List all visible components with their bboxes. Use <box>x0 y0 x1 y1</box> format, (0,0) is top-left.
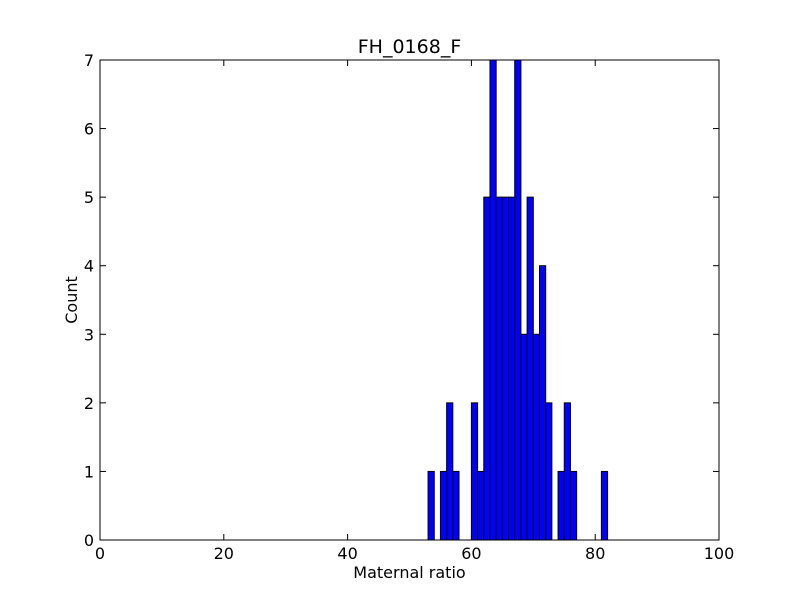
x-tick-label-5: 100 <box>704 544 735 563</box>
y-tick-label-2: 2 <box>84 394 94 413</box>
tick-labels-group: 0 20 40 60 80 100 0 1 2 3 4 5 6 7 <box>84 51 734 563</box>
histogram-bar-8 <box>495 196 503 541</box>
histogram-bar-9 <box>501 196 510 541</box>
x-tick-label-0: 0 <box>95 544 105 563</box>
y-tick-label-5: 5 <box>84 188 94 207</box>
y-tick-label-7: 7 <box>84 51 94 70</box>
histogram-bar-11 <box>514 59 522 541</box>
y-axis-label: Count <box>62 276 81 324</box>
histogram-bar-1 <box>439 470 448 541</box>
histogram-bar-6 <box>483 196 491 541</box>
histogram-bar-20 <box>600 470 609 541</box>
histogram-bar-16 <box>545 402 553 541</box>
histogram-bar-19 <box>569 470 578 541</box>
histogram-bar-18 <box>563 402 571 541</box>
histogram-bar-4 <box>470 402 479 541</box>
histogram-bar-0 <box>427 470 435 541</box>
y-tick-label-3: 3 <box>84 325 94 344</box>
y-tick-label-6: 6 <box>84 120 94 139</box>
bars-group <box>427 59 609 541</box>
histogram-bar-17 <box>557 470 565 541</box>
y-tick-label-1: 1 <box>84 462 94 481</box>
chart-title: FH_0168_F <box>358 36 462 58</box>
histogram-bar-10 <box>508 196 516 541</box>
x-tick-label-1: 20 <box>214 544 234 563</box>
x-tick-label-3: 60 <box>461 544 481 563</box>
histogram-bar-3 <box>452 470 460 541</box>
histogram-bar-7 <box>489 59 497 541</box>
histogram-bar-15 <box>538 265 547 541</box>
x-tick-label-2: 40 <box>337 544 357 563</box>
y-tick-label-4: 4 <box>84 257 94 276</box>
plot-frame <box>99 59 720 541</box>
y-tick-label-0: 0 <box>84 531 94 550</box>
x-tick-label-4: 80 <box>585 544 605 563</box>
histogram-bar-5 <box>477 470 485 541</box>
histogram-bar-12 <box>520 333 528 541</box>
histogram-bar-2 <box>446 402 454 541</box>
histogram-bar-13 <box>526 196 534 541</box>
x-axis-label: Maternal ratio <box>353 563 465 582</box>
histogram-bar-14 <box>532 333 540 541</box>
